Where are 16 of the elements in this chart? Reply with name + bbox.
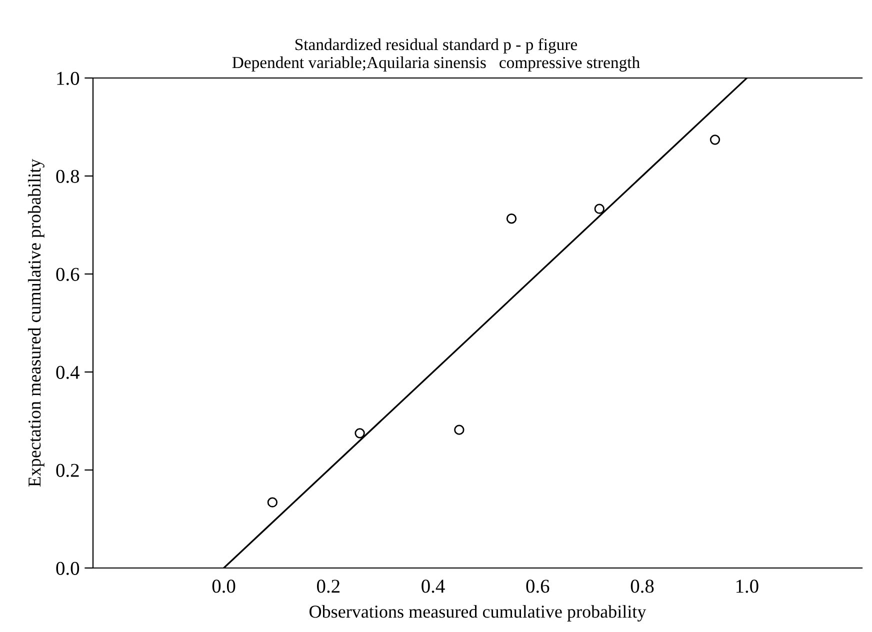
x-tick-label: 0.2 (316, 580, 340, 593)
y-tick-label: 0.2 (56, 464, 79, 478)
chart-subtitle: Dependent variable;Aquilaria sinensis compressive strength (232, 56, 640, 72)
x-tick-label: 0.4 (422, 580, 445, 593)
y-axis-title: Expectation measured cumulative probability (28, 158, 44, 487)
y-tick-label: 0.6 (56, 268, 80, 282)
y-tick-label: 0.8 (56, 170, 80, 184)
y-tick-label: 0.0 (56, 562, 80, 576)
x-tick-label: 0.6 (526, 580, 550, 593)
x-tick-label: 1.0 (736, 580, 758, 593)
chart-title: Standardized residual standard p - p figure (295, 38, 578, 54)
y-tick-label: 1.0 (57, 72, 80, 86)
x-axis-title: Observations measured cumulative probability (310, 605, 646, 622)
x-tick-label: 0.8 (630, 580, 654, 593)
x-tick-label: 0.0 (212, 580, 236, 593)
y-tick-label: 0.4 (56, 366, 80, 380)
